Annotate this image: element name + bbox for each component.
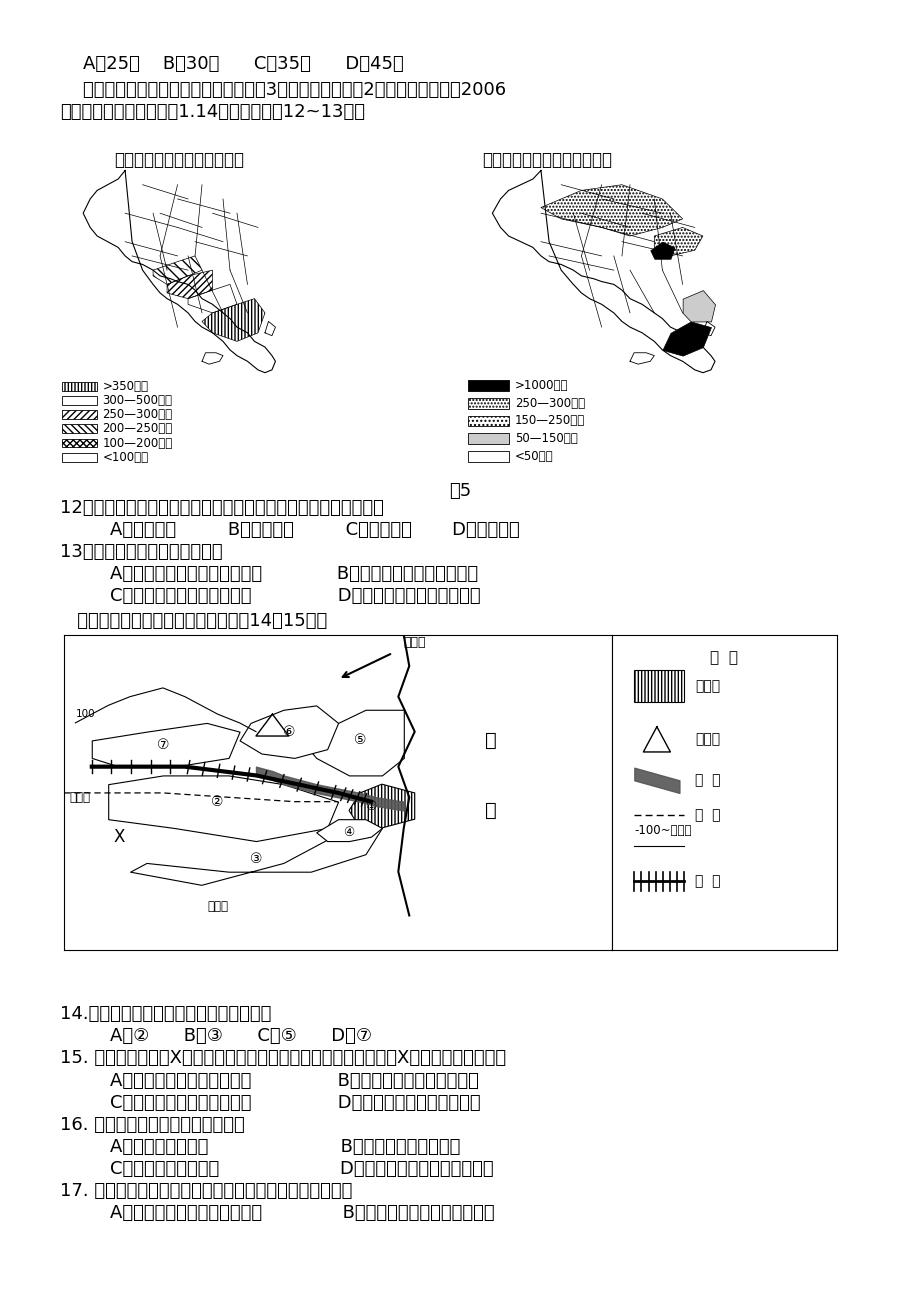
Text: 盛行风: 盛行风 <box>403 635 425 648</box>
Text: 根据国家农调总队的抽样调查，中国每3个产业工人中就有2个来自农村地区。2006: 根据国家农调总队的抽样调查，中国每3个产业工人中就有2个来自农村地区。2006 <box>60 81 505 99</box>
Text: C．城市经济发展水平                     D．城市人口在总人口中的比重: C．城市经济发展水平 D．城市人口在总人口中的比重 <box>110 1160 494 1178</box>
Text: 读某海滨小城的城区布局示意图回答14～15题。: 读某海滨小城的城区布局示意图回答14～15题。 <box>60 612 326 630</box>
Text: ①: ① <box>365 799 376 812</box>
Text: ⑤: ⑤ <box>354 733 366 747</box>
Text: <100万人: <100万人 <box>102 450 148 464</box>
Bar <box>62 424 97 434</box>
Text: A．城市数目在增加                       B．城市用地规模的扩大: A．城市数目在增加 B．城市用地规模的扩大 <box>110 1138 460 1156</box>
Text: 海: 海 <box>485 730 496 750</box>
Text: 公  路: 公 路 <box>695 809 720 822</box>
Text: 图  例: 图 例 <box>709 650 738 665</box>
Text: 12．目前新疆成为我国西部地区人口流入最多的省区，主要因素是: 12．目前新疆成为我国西部地区人口流入最多的省区，主要因素是 <box>60 499 383 517</box>
Text: 年中国外出务工的农民达1.14亿。读图回答12~13题。: 年中国外出务工的农民达1.14亿。读图回答12~13题。 <box>60 103 365 121</box>
Text: A．②      B．③      C．⑤      D．⑦: A．② B．③ C．⑤ D．⑦ <box>110 1027 372 1046</box>
Bar <box>634 671 683 702</box>
Text: 新市镇: 新市镇 <box>70 790 91 803</box>
Text: 100—200万人: 100—200万人 <box>102 436 173 449</box>
Text: 工业区: 工业区 <box>695 678 720 693</box>
Text: 50—150万人: 50—150万人 <box>514 432 577 445</box>
Text: A．严重阻碍沿海地区经济发展             B．加重沿海地区的环境压力: A．严重阻碍沿海地区经济发展 B．加重沿海地区的环境压力 <box>110 565 478 583</box>
Text: 250—300万人: 250—300万人 <box>514 397 584 410</box>
Text: 铁  路: 铁 路 <box>695 874 720 888</box>
Bar <box>62 410 97 419</box>
Text: 图5: 图5 <box>448 482 471 500</box>
Text: <50万人: <50万人 <box>514 449 552 462</box>
Text: -100~等高线: -100~等高线 <box>634 824 691 837</box>
Text: C．加快西部地区的农业发展               D．加速中部地区的资源开发: C．加快西部地区的农业发展 D．加速中部地区的资源开发 <box>110 587 481 605</box>
Text: 16. 衡量城市化水平的最重要指标是: 16. 衡量城市化水平的最重要指标是 <box>60 1116 244 1134</box>
Text: 300—500万人: 300—500万人 <box>102 395 172 408</box>
Text: ⑥: ⑥ <box>282 725 295 738</box>
Bar <box>468 398 508 409</box>
Text: 13．我国目前的这种人口流动将: 13．我国目前的这种人口流动将 <box>60 543 222 561</box>
Text: 新市镇: 新市镇 <box>207 900 228 913</box>
Text: 17. 目前在发达国家的大城市里出现逆城市化现象的原因是: 17. 目前在发达国家的大城市里出现逆城市化现象的原因是 <box>60 1182 352 1200</box>
Bar <box>62 381 97 391</box>
Text: A．大城市环境恶化，地价上涨              B．大城市的经济发展水平降低: A．大城市环境恶化，地价上涨 B．大城市的经济发展水平降低 <box>110 1204 494 1223</box>
Text: 图6: 图6 <box>772 820 794 838</box>
Text: A．25万    B．30万      C．35万      D．45万: A．25万 B．30万 C．35万 D．45万 <box>83 55 403 73</box>
Text: 150—250万人: 150—250万人 <box>514 414 584 427</box>
Text: 中国民工流入省份空间分布图: 中国民工流入省份空间分布图 <box>482 151 612 169</box>
Text: 河  流: 河 流 <box>695 773 720 788</box>
Text: 火电厂: 火电厂 <box>695 732 720 746</box>
Bar <box>468 380 508 391</box>
Text: 15. 该市政府计划将X区发展成高新技术工业区。与原工业区相比，X区具有的区位优势是: 15. 该市政府计划将X区发展成高新技术工业区。与原工业区相比，X区具有的区位优… <box>60 1049 505 1068</box>
Text: X: X <box>113 828 125 846</box>
Text: ④: ④ <box>343 825 355 838</box>
Text: >350万人: >350万人 <box>102 380 148 393</box>
Text: >1000万人: >1000万人 <box>514 379 568 392</box>
Text: ②: ② <box>211 794 223 809</box>
Text: 200—250万人: 200—250万人 <box>102 422 173 435</box>
Bar <box>468 415 508 426</box>
Text: ⑦: ⑦ <box>156 738 169 751</box>
Text: ③: ③ <box>249 852 262 866</box>
Bar <box>468 450 508 462</box>
Text: A．自然因素         B．文化因素         C．政策因素       D．经济因素: A．自然因素 B．文化因素 C．政策因素 D．经济因素 <box>110 521 519 539</box>
Bar <box>62 453 97 462</box>
Text: 洋: 洋 <box>485 801 496 820</box>
Text: 中国民工流出省份空间分布图: 中国民工流出省份空间分布图 <box>114 151 244 169</box>
Text: 250—300万人: 250—300万人 <box>102 409 173 422</box>
Bar <box>468 434 508 444</box>
Bar <box>62 396 97 405</box>
Text: A．地价较低，环境质量较高               B．土地面积较大，地价较高: A．地价较低，环境质量较高 B．土地面积较大，地价较高 <box>110 1072 479 1090</box>
Text: 14.图中哪个区域最有可能成为高级住宅区: 14.图中哪个区域最有可能成为高级住宅区 <box>60 1005 271 1023</box>
Bar <box>62 439 97 448</box>
Text: C．地价较高，环境质量较低               D．土地面积较小，地价较低: C．地价较高，环境质量较低 D．土地面积较小，地价较低 <box>110 1094 481 1112</box>
Text: 100: 100 <box>75 708 95 719</box>
